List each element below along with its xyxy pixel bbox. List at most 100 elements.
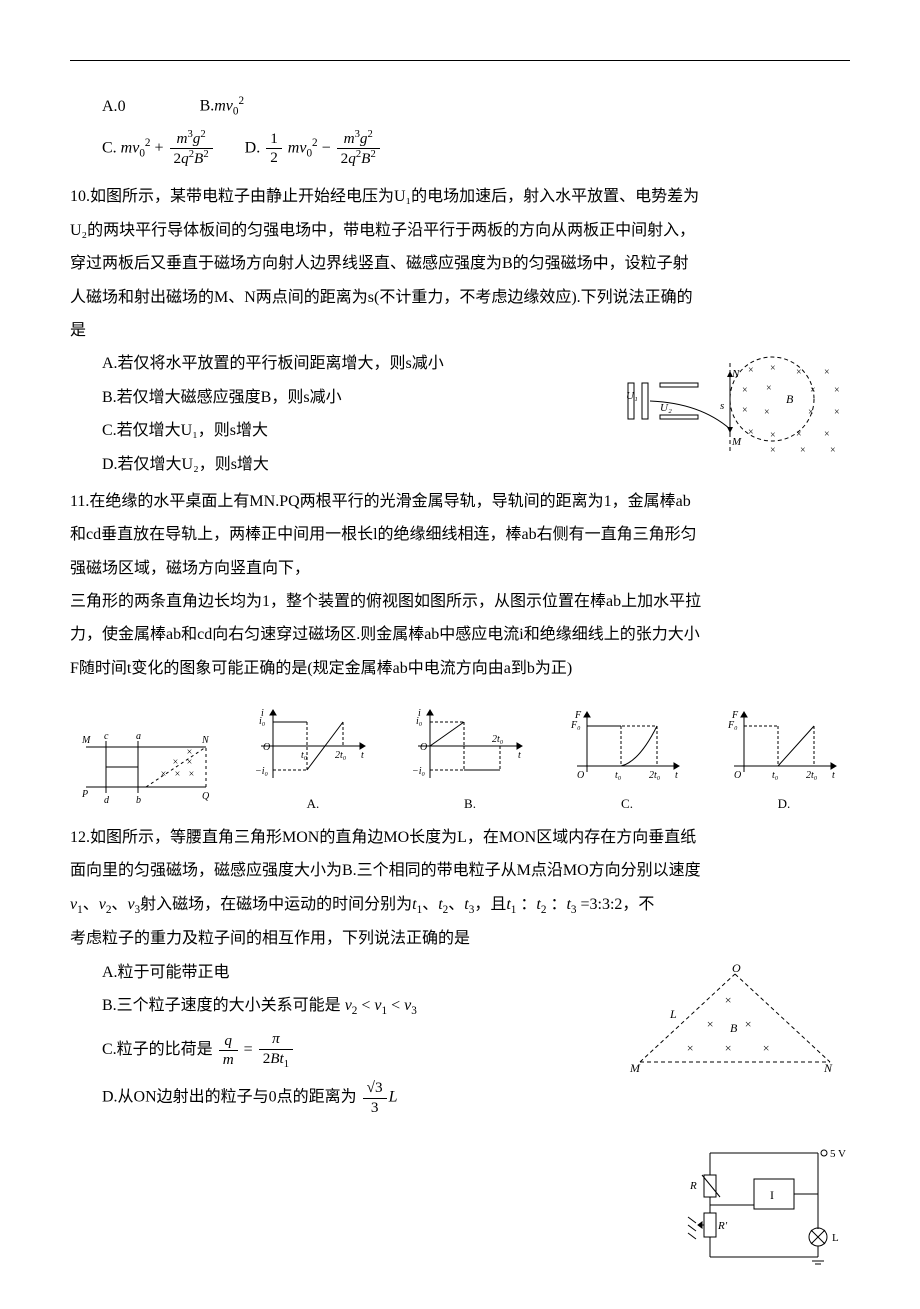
svg-text:×: × (824, 429, 830, 440)
top-rule (70, 60, 850, 61)
svg-text:P: P (81, 789, 88, 800)
q9-options-row1: A.0 B.mv02 (70, 91, 850, 123)
q9-opt-d: D. 12 mv02 − m3g2 2q2B2 (245, 129, 382, 169)
svg-text:t: t (832, 770, 835, 781)
svg-text:−i₀: −i₀ (412, 766, 426, 777)
svg-text:5 V: 5 V (830, 1148, 846, 1160)
svg-text:×: × (172, 757, 179, 768)
svg-text:B: B (786, 392, 794, 406)
q11-stem-6: F随时间t变化的图象可能正确的是(规定金属棒ab中电流方向由a到b为正) (70, 654, 850, 684)
svg-text:M: M (629, 1061, 641, 1075)
svg-text:2t₀: 2t₀ (492, 734, 504, 745)
q11-cap-b: B. (410, 792, 530, 817)
q10-stem-5: 是 (70, 316, 850, 346)
svg-text:×: × (762, 1041, 770, 1055)
q12-figure: M N O L B × ×× ××× (620, 962, 850, 1082)
q11-graph-b: it O i₀−i₀ 2t₀ B. (410, 702, 530, 817)
svg-text:B: B (730, 1021, 738, 1035)
svg-text:L: L (669, 1007, 677, 1021)
q12-opt-d-pre: D.从ON边射出的粒子与0点的距离为 (102, 1089, 357, 1106)
svg-text:×: × (796, 429, 802, 440)
svg-text:t: t (675, 770, 678, 781)
q9-opt-d-label: D. (245, 139, 261, 156)
svg-text:F₀: F₀ (570, 720, 581, 731)
svg-text:I: I (770, 1188, 774, 1202)
svg-text:M: M (81, 735, 91, 746)
q11-stem-4: 三角形的两条直角边长均为1，整个装置的俯视图如图所示，从图示位置在棒ab上加水平… (70, 587, 850, 617)
svg-text:×: × (800, 445, 806, 456)
svg-text:2t₀: 2t₀ (649, 770, 661, 781)
svg-text:×: × (830, 445, 836, 456)
svg-text:×: × (706, 1017, 714, 1031)
q10: 10.如图所示，某带电粒子由静止开始经电压为U₁的电场加速后，射入水平放置、电势… (70, 182, 850, 483)
svg-text:b: b (136, 795, 141, 806)
svg-text:O: O (577, 770, 584, 781)
q9-opt-a-val: 0 (118, 98, 126, 115)
q11-cap-d: D. (724, 792, 844, 817)
svg-text:2t₀: 2t₀ (335, 750, 347, 761)
svg-text:−i₀: −i₀ (255, 766, 269, 777)
q10-stem-3: 穿过两板后又垂直于磁场方向射人边界线竖直、磁感应强度为B的匀强磁场中，设粒子射 (70, 249, 850, 279)
q11: 11.在绝缘的水平桌面上有MN.PQ两根平行的光滑金属导轨，导轨间的距离为1，金… (70, 487, 850, 684)
svg-text:t₀: t₀ (615, 770, 622, 781)
q10-stem-1: 10.如图所示，某带电粒子由静止开始经电压为U₁的电场加速后，射入水平放置、电势… (70, 182, 850, 212)
q11-figures: MP NQ cd ab ××× ×× × (70, 702, 850, 817)
svg-text:U₂: U₂ (660, 402, 672, 414)
svg-text:×: × (764, 407, 770, 418)
svg-text:N: N (823, 1061, 833, 1075)
svg-text:L: L (832, 1232, 839, 1244)
q9-opt-b-label: B. (200, 97, 215, 114)
q12-stem-2: 面向里的匀强磁场，磁感应强度大小为B.三个相同的带电粒子从M点沿MO方向分别以速… (70, 856, 850, 886)
svg-text:t₀: t₀ (772, 770, 779, 781)
svg-text:R': R' (717, 1220, 728, 1232)
svg-text:d: d (104, 795, 110, 806)
svg-text:t: t (361, 750, 364, 761)
svg-text:O: O (420, 742, 427, 753)
svg-text:2t₀: 2t₀ (806, 770, 818, 781)
q9-opt-a-label: A. (102, 98, 118, 115)
svg-text:×: × (744, 1017, 752, 1031)
svg-text:×: × (808, 407, 814, 418)
svg-text:×: × (724, 1041, 732, 1055)
svg-text:×: × (186, 747, 193, 758)
svg-text:×: × (834, 385, 840, 396)
svg-text:×: × (834, 407, 840, 418)
q11-stem-1: 11.在绝缘的水平桌面上有MN.PQ两根平行的光滑金属导轨，导轨间的距离为1，金… (70, 487, 850, 517)
svg-text:Q: Q (202, 791, 210, 802)
svg-text:×: × (186, 757, 193, 768)
q10-figure: U₁ U₂ N M s B ×××× ×××× (620, 353, 850, 463)
q9-opt-b: B.mv02 (200, 91, 245, 123)
q11-stem-2: 和cd垂直放在导轨上，两棒正中间用一根长l的绝缘细线相连，棒ab右侧有一直角三角… (70, 520, 850, 550)
svg-text:×: × (796, 367, 802, 378)
svg-text:×: × (766, 383, 772, 394)
q12-stem-4: 考虑粒子的重力及粒子间的相互作用，下列说法正确的是 (70, 924, 850, 954)
svg-text:U₁: U₁ (626, 390, 638, 402)
svg-text:N: N (731, 368, 740, 380)
svg-text:s: s (720, 400, 724, 412)
q11-graph-a: it O i₀−i₀ t₀2t₀ A. (253, 702, 373, 817)
svg-text:×: × (770, 363, 776, 374)
q9-options-row2: C. mv02 + m3g2 2q2B2 D. 12 mv02 − m3g2 2… (70, 129, 850, 169)
svg-text:N: N (201, 735, 210, 746)
q12: 12.如图所示，等腰直角三角形MON的直角边MO长度为L，在MON区域内存在方向… (70, 823, 850, 1125)
svg-text:×: × (810, 385, 816, 396)
svg-text:R: R (689, 1180, 697, 1192)
svg-text:×: × (748, 365, 754, 376)
svg-text:i₀: i₀ (259, 716, 266, 727)
svg-text:×: × (742, 385, 748, 396)
svg-text:×: × (686, 1041, 694, 1055)
q11-fig-setup: MP NQ cd ab ××× ×× × (76, 727, 216, 817)
q11-stem-5: 力，使金属棒ab和cd向右匀速穿过磁场区.则金属棒ab中感应电流i和绝缘细线上的… (70, 620, 850, 650)
q9-opt-c: C. mv02 + m3g2 2q2B2 (102, 129, 215, 169)
svg-text:×: × (770, 445, 776, 456)
svg-text:t: t (518, 750, 521, 761)
q11-graph-d: Ft O F₀ t₀2t₀ D. (724, 702, 844, 817)
svg-text:×: × (748, 427, 754, 438)
svg-text:i₀: i₀ (416, 716, 423, 727)
svg-text:×: × (724, 993, 732, 1007)
q10-stem-2: U₂的两块平行导体板间的匀强电场中，带电粒子沿平行于两板的方向从两板正中间射入， (70, 216, 850, 246)
q12-opt-c-pre: C.粒子的比荷是 (102, 1042, 213, 1059)
q11-cap-a: A. (253, 792, 373, 817)
svg-text:O: O (263, 742, 270, 753)
svg-text:t₀: t₀ (301, 750, 308, 761)
